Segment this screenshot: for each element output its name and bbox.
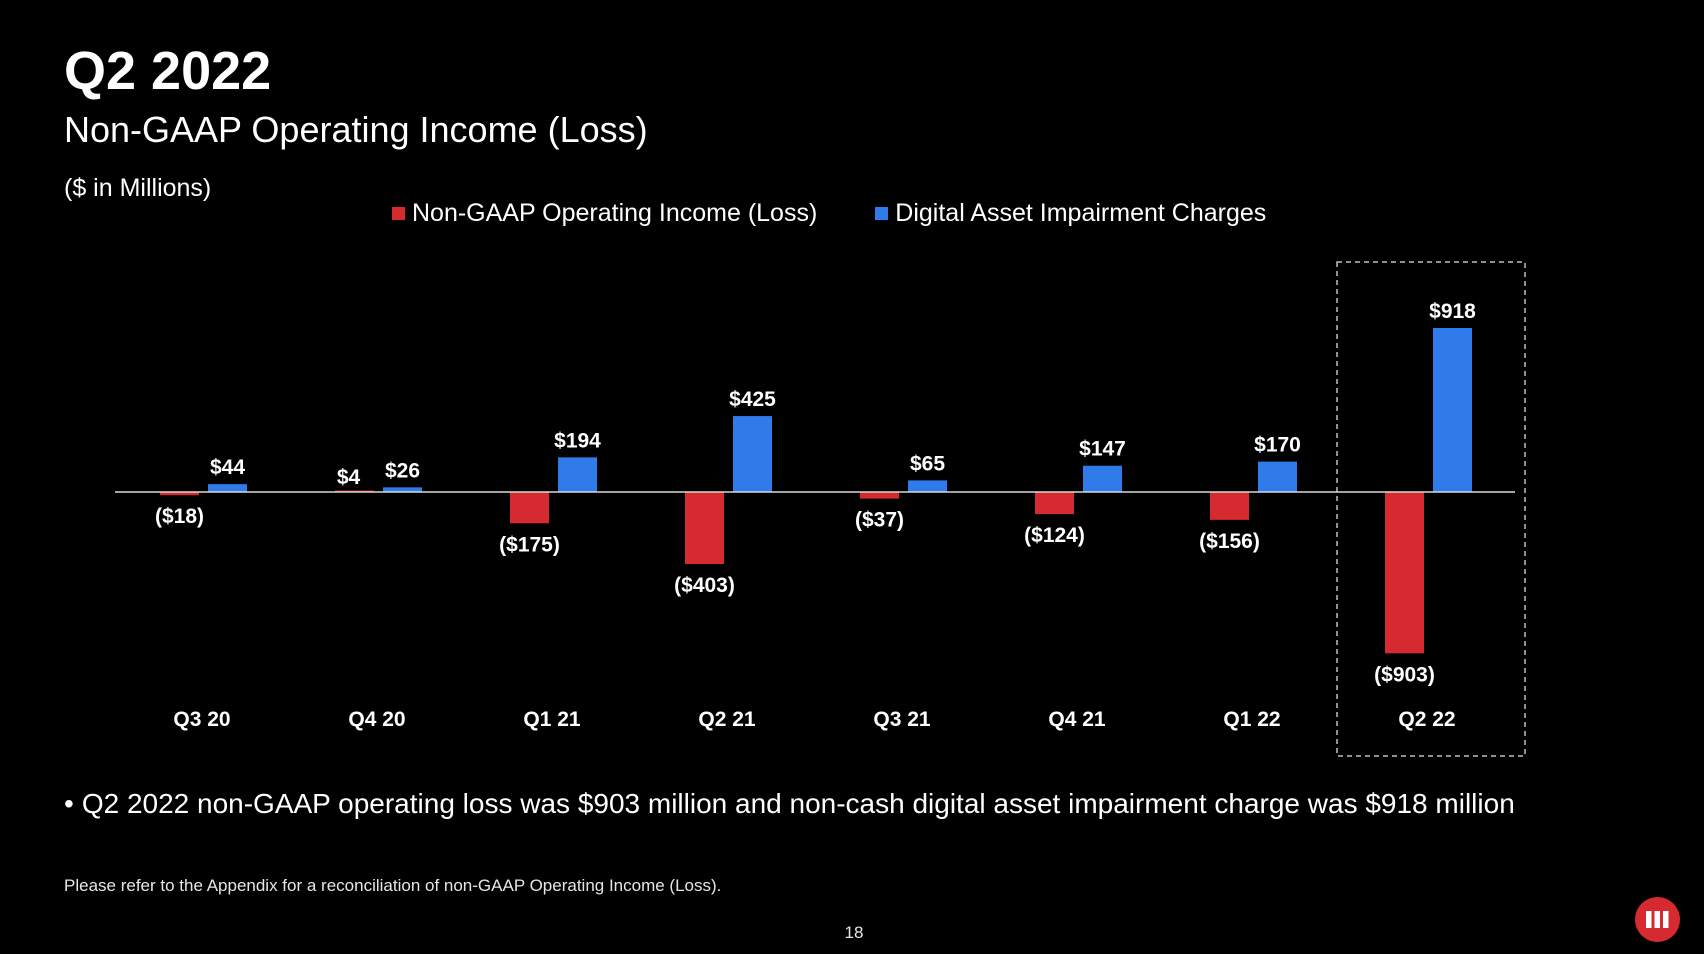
page-title: Q2 2022 [64, 41, 272, 101]
page-number: 18 [844, 923, 864, 942]
bar-impairment-q4-21 [1083, 465, 1122, 492]
summary-text: Q2 2022 non-GAAP operating loss was $903… [81, 788, 1515, 819]
x-tick-label-q4-20: Q4 20 [348, 708, 405, 731]
bar-impairment-q1-21 [558, 457, 597, 492]
label-impairment-q4-21: $147 [1079, 438, 1126, 461]
x-tick-label-q4-21: Q4 21 [1048, 708, 1106, 731]
bar-impairment-q1-22 [1258, 461, 1297, 492]
label-income-q4-21: ($124) [1024, 524, 1085, 547]
legend-label-impairment: Digital Asset Impairment Charges [895, 198, 1267, 227]
legend-item-income: Non-GAAP Operating Income (Loss) [392, 199, 817, 228]
x-tick-label-q1-21: Q1 21 [523, 708, 581, 731]
legend-item-impairment: Digital Asset Impairment Charges [875, 199, 1266, 228]
bar-income-q2-21 [685, 492, 724, 564]
label-impairment-q3-21: $65 [910, 452, 945, 475]
x-tick-label-q3-21: Q3 21 [873, 708, 931, 731]
label-income-q4-20: $4 [337, 466, 361, 489]
label-income-q3-20: ($18) [155, 505, 204, 528]
bar-impairment-q4-20 [383, 487, 422, 492]
label-income-q1-21: ($175) [499, 533, 560, 556]
x-tick-label-q3-20: Q3 20 [173, 708, 230, 731]
label-income-q2-21: ($403) [674, 574, 735, 597]
label-impairment-q2-21: $425 [729, 388, 776, 411]
label-income-q1-22: ($156) [1199, 530, 1260, 553]
legend-label-income: Non-GAAP Operating Income (Loss) [412, 198, 818, 227]
summary-bullet: • Q2 2022 non-GAAP operating loss was $90… [64, 787, 1515, 821]
label-impairment-q3-20: $44 [210, 456, 245, 479]
legend-swatch-impairment [875, 206, 889, 220]
label-impairment-q1-21: $194 [554, 429, 601, 452]
label-impairment-q2-22: $918 [1429, 300, 1476, 323]
legend-swatch-income [392, 206, 405, 220]
bar-income-q4-21 [1035, 492, 1074, 515]
label-income-q3-21: ($37) [855, 509, 904, 532]
highlight-box [1336, 261, 1526, 757]
bar-income-q1-21 [510, 492, 549, 524]
bar-income-q3-21 [860, 492, 899, 499]
bar-impairment-q3-20 [208, 484, 247, 492]
x-tick-label-q1-22: Q1 22 [1223, 708, 1280, 731]
bar-income-q3-20 [160, 492, 199, 496]
bar-income-q1-22 [1210, 492, 1249, 520]
chart-subtitle: Non-GAAP Operating Income (Loss) [64, 109, 648, 150]
footnote: Please refer to the Appendix for a recon… [64, 876, 722, 895]
label-impairment-q4-20: $26 [385, 459, 420, 482]
units-label: ($ in Millions) [64, 174, 212, 202]
x-tick-label-q2-21: Q2 21 [698, 708, 756, 731]
microstrategy-logo-icon [1635, 897, 1680, 942]
label-impairment-q1-22: $170 [1254, 434, 1301, 457]
bullet-dot: • [64, 788, 74, 819]
bar-impairment-q2-21 [733, 416, 772, 492]
x-tick-label-q2-22: Q2 22 [1398, 708, 1455, 731]
bar-income-q2-22 [1385, 492, 1424, 654]
bar-impairment-q2-22 [1433, 328, 1472, 492]
chart-legend: Non-GAAP Operating Income (Loss) Digital… [392, 197, 1324, 229]
bar-chart: ($18) $44 Q3 20 $4 $26 Q4 20 ($175) $194 Q1 21 ($… [115, 261, 1526, 757]
bar-impairment-q3-21 [908, 480, 947, 492]
label-income-q2-22: ($903) [1374, 663, 1435, 686]
